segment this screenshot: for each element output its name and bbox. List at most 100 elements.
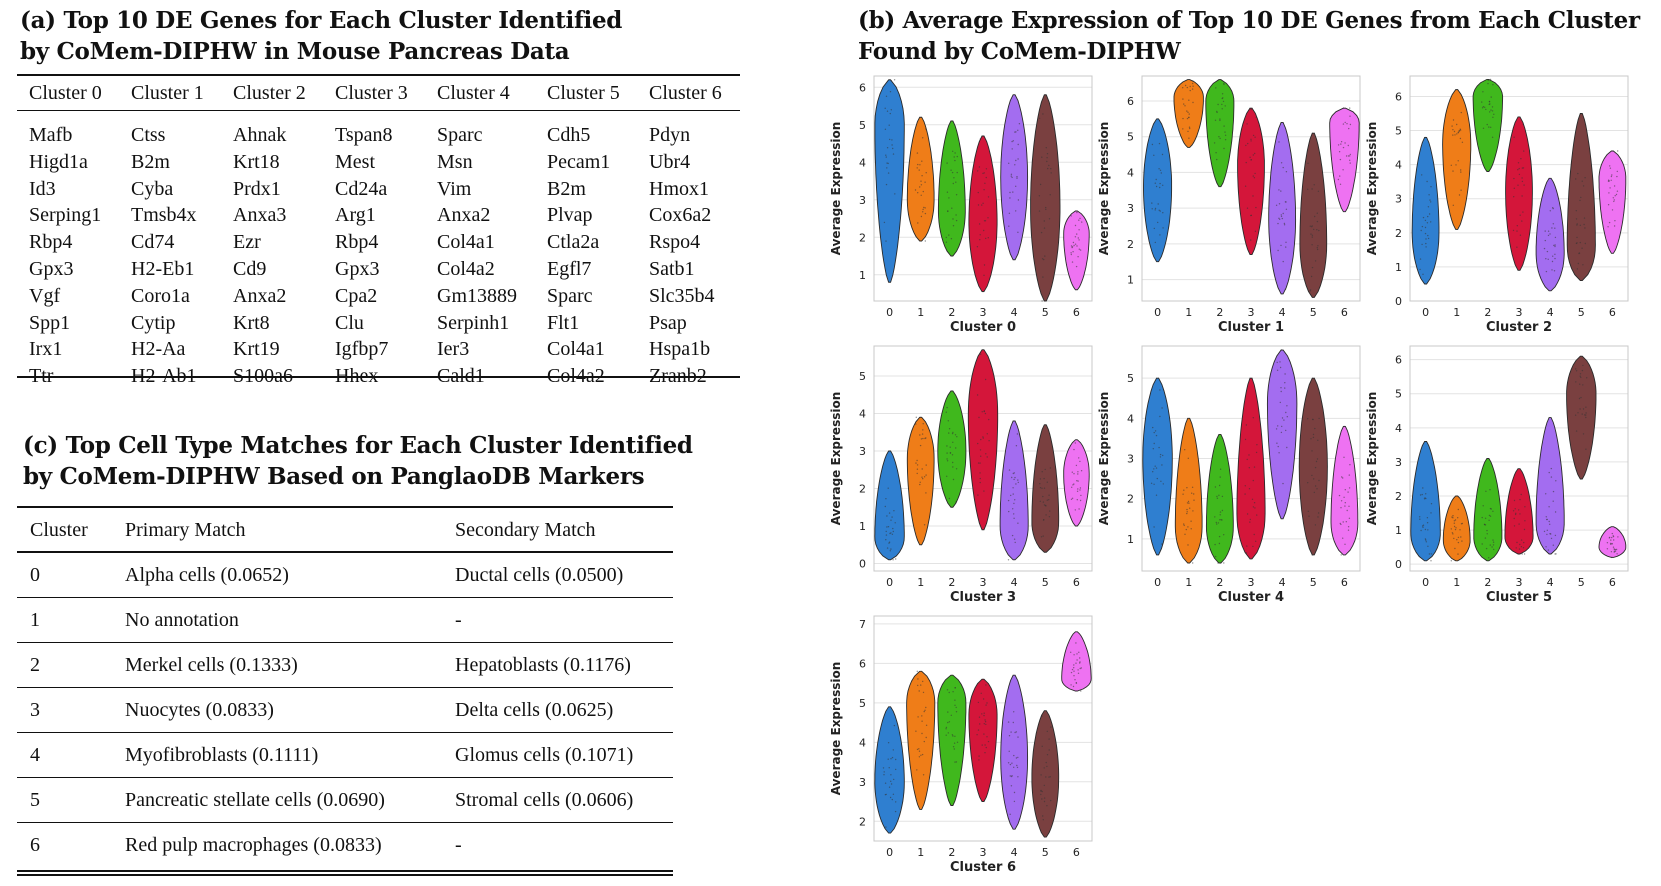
x-tick-label: 3 xyxy=(1516,576,1523,589)
data-point xyxy=(948,497,951,500)
violin-shape xyxy=(1410,441,1441,562)
x-tick-label: 5 xyxy=(1578,306,1585,319)
data-point xyxy=(1071,246,1073,249)
data-point xyxy=(1221,495,1224,498)
data-point xyxy=(923,476,926,478)
data-point xyxy=(1071,486,1073,488)
y-tick-label: 4 xyxy=(859,736,866,749)
data-point xyxy=(1457,536,1460,539)
violin-shape xyxy=(1031,710,1060,838)
gene-cell: Irx1 xyxy=(29,338,63,361)
data-point xyxy=(1043,258,1045,261)
data-point xyxy=(978,716,981,718)
data-point xyxy=(1342,521,1344,523)
data-point xyxy=(983,410,985,412)
data-point xyxy=(1518,523,1520,525)
data-point xyxy=(1485,547,1488,550)
data-point xyxy=(1349,115,1351,117)
data-point xyxy=(922,437,924,440)
data-point xyxy=(1218,484,1221,487)
data-point xyxy=(1281,217,1284,220)
data-point xyxy=(1613,551,1616,553)
y-tick-label: 5 xyxy=(859,119,866,132)
table-row: 0 Alpha cells (0.0652) Ductal cells (0.0… xyxy=(17,553,673,598)
data-point xyxy=(884,128,887,130)
data-point xyxy=(891,533,894,535)
data-point xyxy=(1286,405,1288,407)
data-point xyxy=(921,720,923,722)
data-point xyxy=(1575,210,1578,212)
data-point xyxy=(1311,554,1313,556)
data-point xyxy=(1513,187,1516,189)
data-point xyxy=(1582,364,1584,367)
data-point xyxy=(1309,289,1312,291)
data-point xyxy=(1015,445,1018,447)
data-point xyxy=(1312,418,1314,421)
data-point xyxy=(1460,171,1462,173)
data-point xyxy=(1041,798,1043,800)
x-tick-label: 6 xyxy=(1073,576,1080,589)
data-point xyxy=(1219,562,1222,564)
data-point xyxy=(1224,139,1227,141)
data-point xyxy=(1278,203,1281,205)
data-point xyxy=(983,714,985,717)
data-point xyxy=(1188,126,1191,128)
data-point xyxy=(1515,547,1517,549)
data-point xyxy=(945,726,948,729)
data-point xyxy=(1419,494,1422,496)
data-point xyxy=(1575,370,1578,372)
gene-cell: Clu xyxy=(335,311,364,334)
data-point xyxy=(1248,467,1251,469)
cluster-id: 1 xyxy=(30,609,40,631)
data-point xyxy=(924,212,927,215)
table-row: 6 Red pulp macrophages (0.0833) - xyxy=(17,823,673,868)
data-point xyxy=(1547,258,1549,260)
data-point xyxy=(979,449,982,451)
data-point xyxy=(919,481,921,483)
data-point xyxy=(986,736,988,738)
data-point xyxy=(1078,457,1080,459)
data-point xyxy=(956,171,958,174)
data-point xyxy=(984,220,987,222)
data-point xyxy=(1050,168,1052,170)
data-point xyxy=(1078,508,1080,510)
data-point xyxy=(1182,87,1184,89)
y-tick-label: 3 xyxy=(859,445,866,458)
y-tick-label: 5 xyxy=(859,697,866,710)
cell-type-title-line1: (c) Top Cell Type Matches for Each Clust… xyxy=(23,432,693,459)
data-point xyxy=(1486,533,1488,535)
data-point xyxy=(1213,142,1216,144)
data-point xyxy=(1011,148,1013,150)
y-tick-label: 5 xyxy=(1127,372,1134,385)
row-rule xyxy=(17,732,673,733)
gene-column-cluster-1: Ctss B2m Cyba Tmsb4x Cd74 H2-Eb1 Coro1a … xyxy=(131,122,241,390)
data-point xyxy=(945,411,947,413)
data-point xyxy=(1281,425,1283,428)
data-point xyxy=(1079,489,1081,491)
data-point xyxy=(1080,494,1082,497)
data-point xyxy=(983,264,986,266)
violin-shape xyxy=(1063,210,1090,291)
violin-shape xyxy=(1298,377,1328,556)
data-point xyxy=(1182,117,1184,120)
data-point xyxy=(1285,208,1288,210)
data-point xyxy=(1313,478,1315,480)
data-point xyxy=(1017,199,1020,201)
x-tick-label: 4 xyxy=(1279,576,1286,589)
data-point xyxy=(1579,408,1581,410)
data-point xyxy=(1192,510,1194,512)
data-point xyxy=(1421,493,1423,496)
gene-cell: Egfl7 xyxy=(547,257,592,280)
data-point xyxy=(894,522,896,524)
violin-shape xyxy=(1566,355,1597,480)
data-point xyxy=(977,494,979,496)
data-point xyxy=(1014,476,1016,479)
data-point xyxy=(1452,119,1455,121)
data-point xyxy=(895,801,897,803)
data-point xyxy=(1581,180,1583,182)
data-point xyxy=(1519,498,1521,501)
top-genes-table: Cluster 0 Cluster 1 Cluster 2 Cluster 3 … xyxy=(17,74,740,387)
data-point xyxy=(1518,548,1521,550)
data-point xyxy=(1459,529,1461,531)
data-point xyxy=(922,691,925,694)
